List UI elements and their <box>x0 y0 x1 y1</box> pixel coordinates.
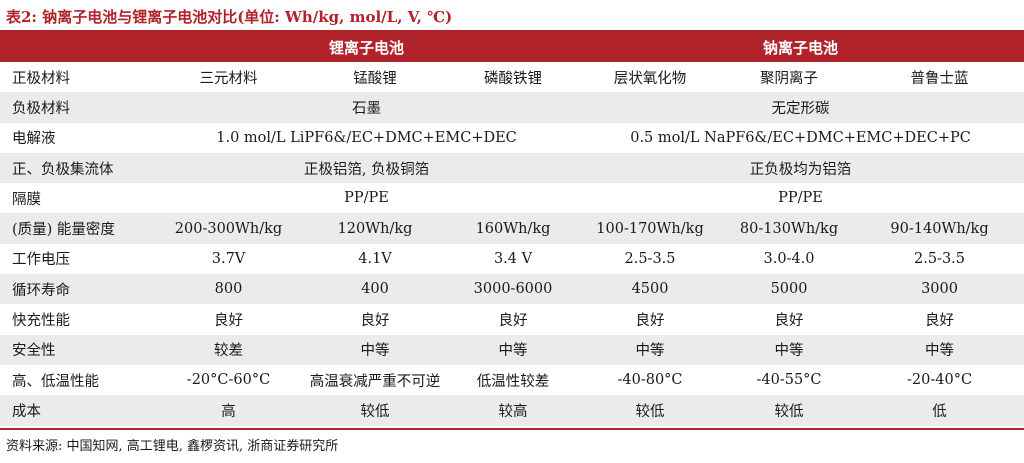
table-caption: 表2: 钠离子电池与锂离子电池对比(单位: Wh/kg, mol/L, V, ℃… <box>6 8 453 26</box>
table-cell: 较差 <box>214 343 243 360</box>
table-cell: 层状氧化物 <box>613 70 687 87</box>
table-cell: -20-40°C <box>907 372 973 389</box>
row-label: 成本 <box>12 403 41 420</box>
table-cell: 160Wh/kg <box>475 220 551 237</box>
row-label: 循环寿命 <box>12 282 70 299</box>
top-rule <box>0 30 1024 33</box>
row-label: 隔膜 <box>12 191 41 208</box>
table-cell: 2.5-3.5 <box>624 250 676 267</box>
table-cell: 良好 <box>635 313 665 330</box>
row-label: (质量) 能量密度 <box>12 222 115 239</box>
table-row: 循环寿命 800 400 3000-6000 4500 5000 3000 <box>0 274 1024 305</box>
table-cell: 较低 <box>635 403 665 420</box>
table-row: 隔膜 PP/PE PP/PE <box>0 183 1024 213</box>
table-cell: 高温衰减严重不可逆 <box>309 373 441 390</box>
table-cell: 磷酸铁锂 <box>484 70 542 87</box>
table-cell: 三元材料 <box>199 70 258 87</box>
table-cell: -40-80°C <box>617 372 683 389</box>
table-cell: 80-130Wh/kg <box>739 220 839 237</box>
table-cell: 良好 <box>925 313 955 330</box>
table-cell: PP/PE <box>778 190 823 207</box>
table-cell: 800 <box>214 281 243 298</box>
table-row: 快充性能 良好 良好 良好 良好 良好 良好 <box>0 304 1024 334</box>
table-cell: 普鲁士蓝 <box>910 70 969 87</box>
row-label: 快充性能 <box>12 313 70 330</box>
row-label: 负极材料 <box>12 100 70 117</box>
source-note: 资料来源: 中国知网, 高工锂电, 鑫椤资讯, 浙商证券研究所 <box>6 439 339 454</box>
table-cell: 1.0 mol/L LiPF6&/EC+DMC+EMC+DEC <box>216 129 517 146</box>
table-cell: 良好 <box>774 313 804 330</box>
table-cell: 较低 <box>774 403 804 420</box>
table-cell: PP/PE <box>344 190 389 207</box>
table-cell: 100-170Wh/kg <box>596 220 704 237</box>
table-cell: 良好 <box>498 313 528 330</box>
table-cell: 锰酸锂 <box>353 70 397 87</box>
table-cell: 中等 <box>925 343 955 360</box>
table-cell: 较高 <box>498 403 528 420</box>
table-cell: 低 <box>932 403 947 420</box>
header-row: 锂离子电池 钠离子电池 <box>0 33 1024 62</box>
table-cell: -40-55°C <box>756 372 822 389</box>
table-row: 高、低温性能 -20°C-60°C 高温衰减严重不可逆 低温性较差 -40-80… <box>0 365 1024 395</box>
table-row: 正极材料 三元材料 锰酸锂 磷酸铁锂 层状氧化物 聚阴离子 普鲁士蓝 <box>0 62 1024 92</box>
table-cell: 中等 <box>498 343 528 360</box>
table-row: 安全性 较差 中等 中等 中等 中等 中等 <box>0 334 1024 365</box>
table-cell: 90-140Wh/kg <box>890 220 989 237</box>
row-label: 电解液 <box>12 131 56 148</box>
table-cell: 石墨 <box>352 100 381 117</box>
table-row: 工作电压 3.7V 4.1V 3.4 V 2.5-3.5 3.0-4.0 2.5… <box>0 244 1024 274</box>
table-cell: 良好 <box>214 313 243 330</box>
table-cell: 3.7V <box>211 250 246 267</box>
row-label: 安全性 <box>12 343 56 360</box>
table-cell: 3000 <box>921 281 958 298</box>
table-cell: 中等 <box>774 343 804 360</box>
table-cell: 3.0-4.0 <box>763 250 815 267</box>
table-cell: 聚阴离子 <box>760 70 819 87</box>
table-row: 正、负极集流体 正极铝箔, 负极铜箔 正负极均为铝箔 <box>0 152 1024 184</box>
table-cell: 无定形碳 <box>771 100 830 117</box>
table-cell: 200-300Wh/kg <box>174 220 283 237</box>
table-cell: 中等 <box>635 343 665 360</box>
table-cell: 高 <box>221 403 236 420</box>
comparison-table: 锂离子电池 钠离子电池 正极材料 三元材料 锰酸锂 磷酸铁锂 层状氧化物 聚阴离… <box>0 33 1024 426</box>
table-cell: 良好 <box>360 313 390 330</box>
table-cell: 4.1V <box>358 250 392 267</box>
table-row: (质量) 能量密度 200-300Wh/kg 120Wh/kg 160Wh/kg… <box>0 213 1024 244</box>
table-cell: 低温性较差 <box>476 373 550 390</box>
header-blank <box>0 33 156 62</box>
table-cell: 较低 <box>360 403 390 420</box>
table-cell: 正极铝箔, 负极铜箔 <box>303 161 430 178</box>
bottom-rule <box>0 428 1024 430</box>
table-cell: 400 <box>361 281 389 298</box>
table-cell: 2.5-3.5 <box>914 250 966 267</box>
row-label: 正极材料 <box>12 70 70 87</box>
header-sodium: 钠离子电池 <box>577 33 1024 62</box>
header-lithium: 锂离子电池 <box>156 33 578 62</box>
table-row: 电解液 1.0 mol/L LiPF6&/EC+DMC+EMC+DEC 0.5 … <box>0 123 1024 153</box>
table-cell: -20°C-60°C <box>186 372 271 389</box>
table-cell: 4500 <box>631 281 669 298</box>
table-cell: 0.5 mol/L NaPF6&/EC+DMC+EMC+DEC+PC <box>630 129 971 146</box>
row-label: 工作电压 <box>12 252 70 269</box>
table-cell: 3.4 V <box>493 250 533 267</box>
table-cell: 5000 <box>770 281 808 298</box>
row-label: 正、负极集流体 <box>12 161 114 178</box>
table-row: 负极材料 石墨 无定形碳 <box>0 92 1024 123</box>
table-row: 成本 高 较低 较高 较低 较低 低 <box>0 395 1024 426</box>
row-label: 高、低温性能 <box>12 373 99 390</box>
table-cell: 正负极均为铝箔 <box>749 161 852 178</box>
table-cell: 120Wh/kg <box>337 220 413 237</box>
table-cell: 3000-6000 <box>473 281 553 298</box>
table-cell: 中等 <box>360 343 390 360</box>
